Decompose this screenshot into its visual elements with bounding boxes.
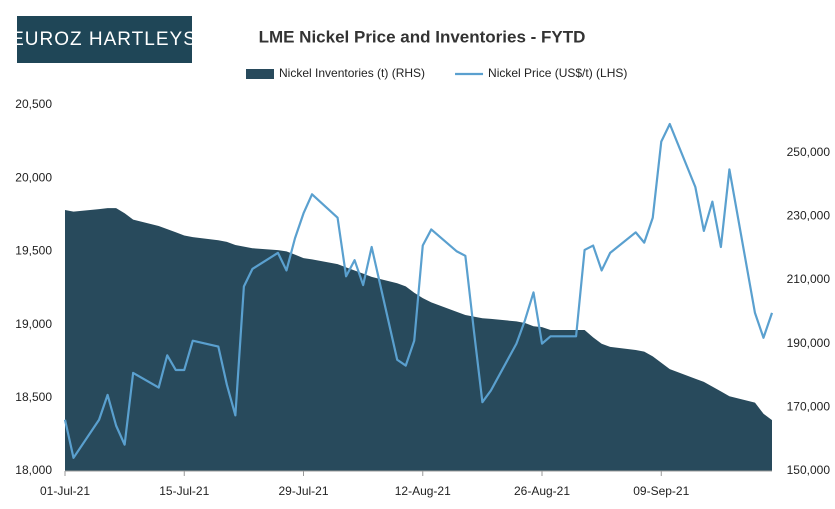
x-tick-label: 12-Aug-21: [395, 484, 451, 498]
y-tick-label: 20,500: [15, 97, 52, 111]
y2-tick-label: 170,000: [787, 400, 831, 414]
y-tick-label: 20,000: [15, 170, 52, 184]
legend-label: Nickel Price (US$/t) (LHS): [488, 66, 627, 80]
y2-tick-label: 250,000: [787, 145, 831, 159]
y2-tick-label: 190,000: [787, 336, 831, 350]
y2-tick-label: 230,000: [787, 209, 831, 223]
x-tick-label: 29-Jul-21: [278, 484, 328, 498]
logo-box: [17, 16, 192, 63]
y-tick-label: 19,500: [15, 244, 52, 258]
x-tick-label: 01-Jul-21: [40, 484, 90, 498]
y-tick-label: 18,500: [15, 390, 52, 404]
logo: EUROZ HARTLEYS: [11, 29, 197, 50]
legend-swatch: [246, 69, 274, 79]
y2-tick-label: 210,000: [787, 272, 831, 286]
x-tick-label: 26-Aug-21: [514, 484, 570, 498]
y2-tick-label: 150,000: [787, 463, 831, 477]
price-line: [63, 122, 774, 459]
chart-title: LME Nickel Price and Inventories - FYTD: [259, 27, 586, 46]
inventory-area: [65, 208, 772, 471]
y-tick-label: 18,000: [15, 463, 52, 477]
x-tick-label: 15-Jul-21: [159, 484, 209, 498]
y-tick-label: 19,000: [15, 317, 52, 331]
legend-label: Nickel Inventories (t) (RHS): [279, 66, 425, 80]
x-tick-label: 09-Sep-21: [633, 484, 689, 498]
